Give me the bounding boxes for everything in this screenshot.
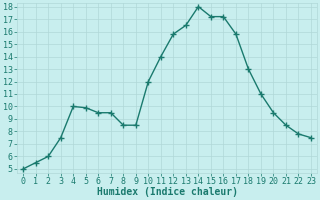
X-axis label: Humidex (Indice chaleur): Humidex (Indice chaleur) bbox=[97, 187, 237, 197]
